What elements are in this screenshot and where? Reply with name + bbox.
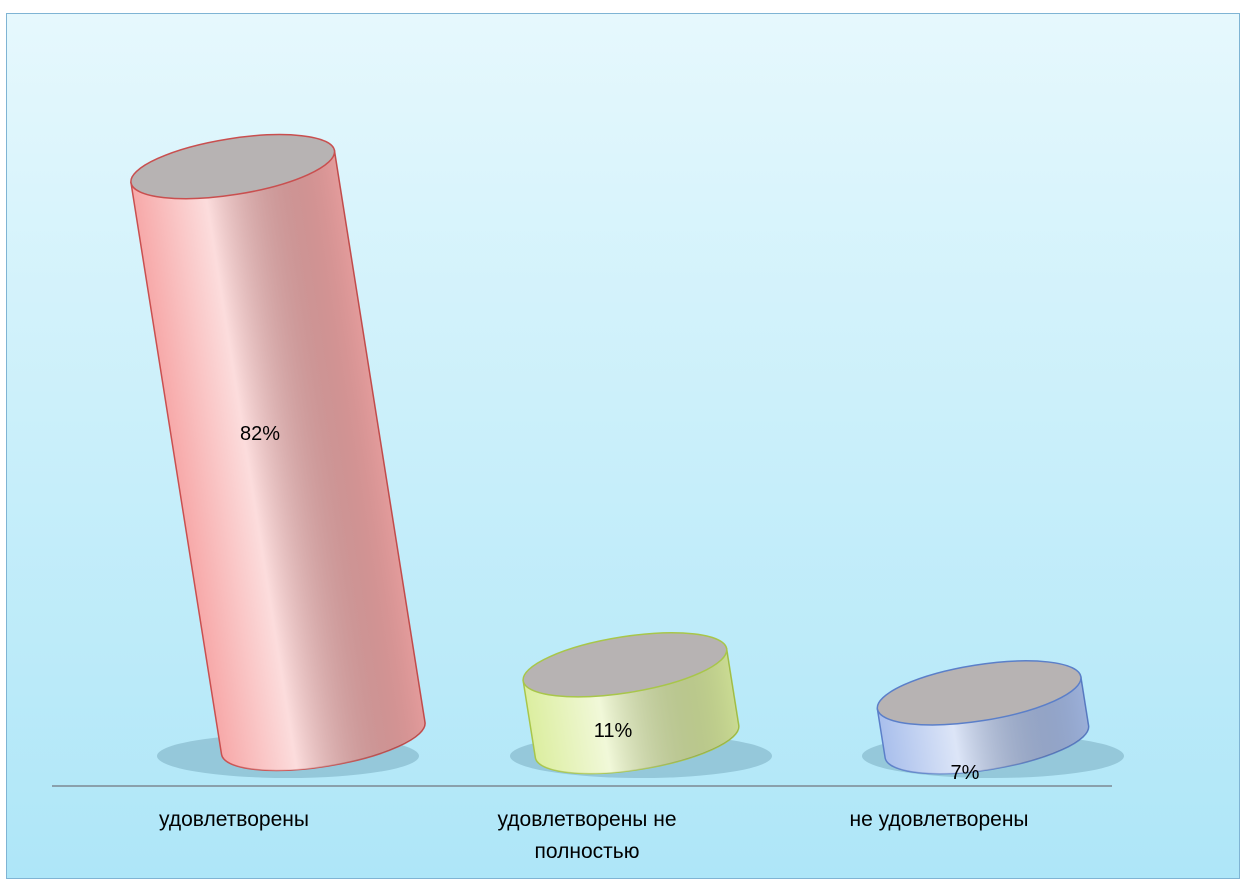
x-tick-label: не удовлетворены <box>849 808 1028 831</box>
bar-top-cap <box>522 632 728 698</box>
data-label: 11% <box>594 720 633 742</box>
data-label: 82% <box>240 423 280 445</box>
bar-top-cap <box>130 133 336 200</box>
bar-highlight <box>130 150 426 771</box>
bars <box>130 133 1090 775</box>
x-tick-label: удовлетворены <box>159 808 309 831</box>
labels: 82% удовлетворены 11% удовлетворены не полно… <box>159 423 1028 863</box>
data-label: 7% <box>951 762 980 784</box>
bar-top-cap <box>876 660 1082 726</box>
x-tick-label: удовлетворены не полностью <box>497 808 676 863</box>
